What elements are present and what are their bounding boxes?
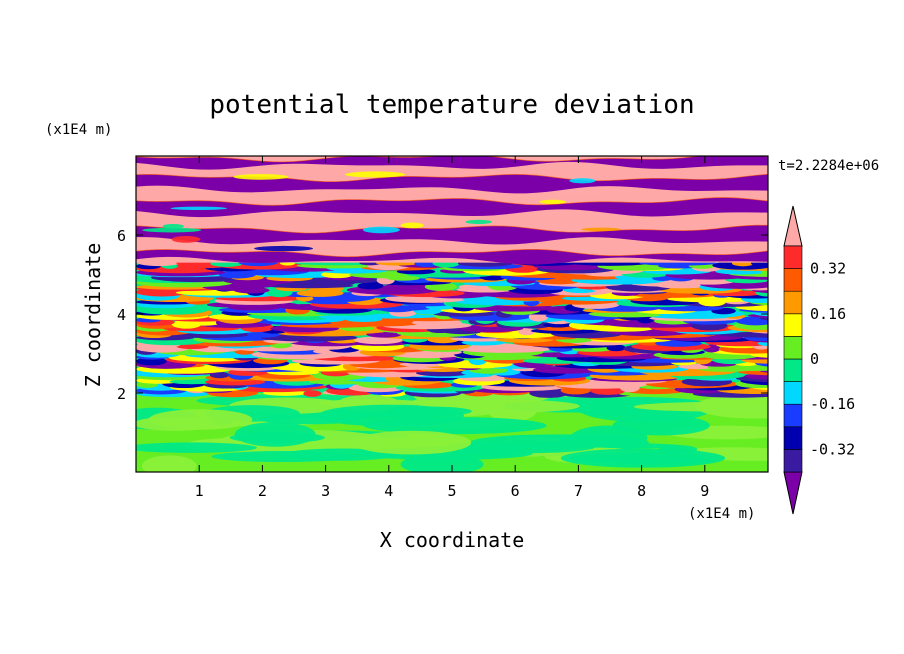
upper-eddy [539,199,566,204]
colorbar-box [783,313,803,337]
mixed-layer-blob [447,440,596,454]
mixed-layer-blob [317,404,464,427]
x-ticks: 1 2 3 4 5 6 7 8 9 [195,156,709,500]
upper-eddy [362,226,400,234]
colorbar-box [783,268,803,292]
chart-title: potential temperature deviation [209,90,694,120]
colorbar-arrow-low [783,471,803,515]
x-tick-label: 7 [574,482,583,500]
band-edge [136,156,768,163]
purple-band [136,197,768,218]
upper-eddy [548,190,605,197]
mixed-layer-blob [148,409,253,430]
colorbar-box [783,245,803,269]
stripe [764,350,768,353]
colorbar-label: -0.16 [810,395,855,413]
x-tick-label: 4 [384,482,393,500]
stripe [169,379,215,385]
plot-area [136,156,768,472]
band-edge [136,197,768,206]
upper-eddy [171,235,201,243]
colorbar-label: 0 [810,350,819,368]
stripe [424,282,458,291]
colorbar-label: 0.16 [810,305,846,323]
z-tick-label: 2 [117,385,126,403]
upper-eddy [162,223,184,229]
upper-eddy [400,222,424,229]
colorbar-box [783,381,803,405]
colorbar-box [783,449,803,473]
mixed-layer-blob [351,430,472,455]
x-tick-label: 3 [321,482,330,500]
colorbar-box [783,358,803,382]
x-tick-label: 9 [700,482,709,500]
band-edge [136,248,768,258]
mixed-layer-blob [612,415,710,436]
z-tick-label: 6 [117,227,126,245]
stripe [625,387,685,395]
mixed-layer-blob [141,455,197,472]
upper-eddy [465,219,493,225]
upper-eddy [569,178,596,184]
z-axis-label: Z coordinate [81,243,105,388]
upper-eddy [254,245,314,252]
upper-eddy [581,227,621,232]
colorbar-box [783,426,803,450]
time-label: t=2.2284e+06 [778,158,879,174]
field-layer [136,156,768,472]
stripe [543,322,573,328]
x-tick-label: 1 [195,482,204,500]
stripe [518,327,535,336]
colorbar-box [783,290,803,315]
colorbar-box [783,403,803,428]
upper-eddy [170,206,227,210]
x-tick-label: 2 [258,482,267,500]
upper-eddy [344,171,406,178]
mixed-layer-blob [560,448,726,468]
band-edge [136,224,768,234]
mixed-layer-blob [211,451,357,463]
mixed-layer-blob [633,401,768,412]
mixed-layer-blob [136,442,257,453]
colorbar: 0.32 0.16 0 -0.16 -0.32 [783,205,855,515]
x-tick-label: 8 [637,482,646,500]
x-tick-label: 5 [447,482,456,500]
x-tick-label: 6 [511,482,520,500]
z-unit-label: (x1E4 m) [45,122,112,138]
colorbar-arrow-high [783,205,803,247]
colorbar-label: -0.32 [810,440,855,458]
upper-eddy [233,174,289,180]
z-tick-label: 4 [117,306,126,324]
x-axis-label: X coordinate [380,528,525,552]
stripe [354,336,403,345]
purple-band [136,225,768,245]
purple-band [136,249,768,265]
colorbar-label: 0.32 [810,260,846,278]
z-ticks: 2 4 6 [117,227,768,403]
colorbar-box [783,336,803,360]
x-unit-label: (x1E4 m) [688,506,755,522]
upper-eddy [142,227,202,233]
mixed-layer-blob [229,432,325,444]
stripe [303,390,322,397]
